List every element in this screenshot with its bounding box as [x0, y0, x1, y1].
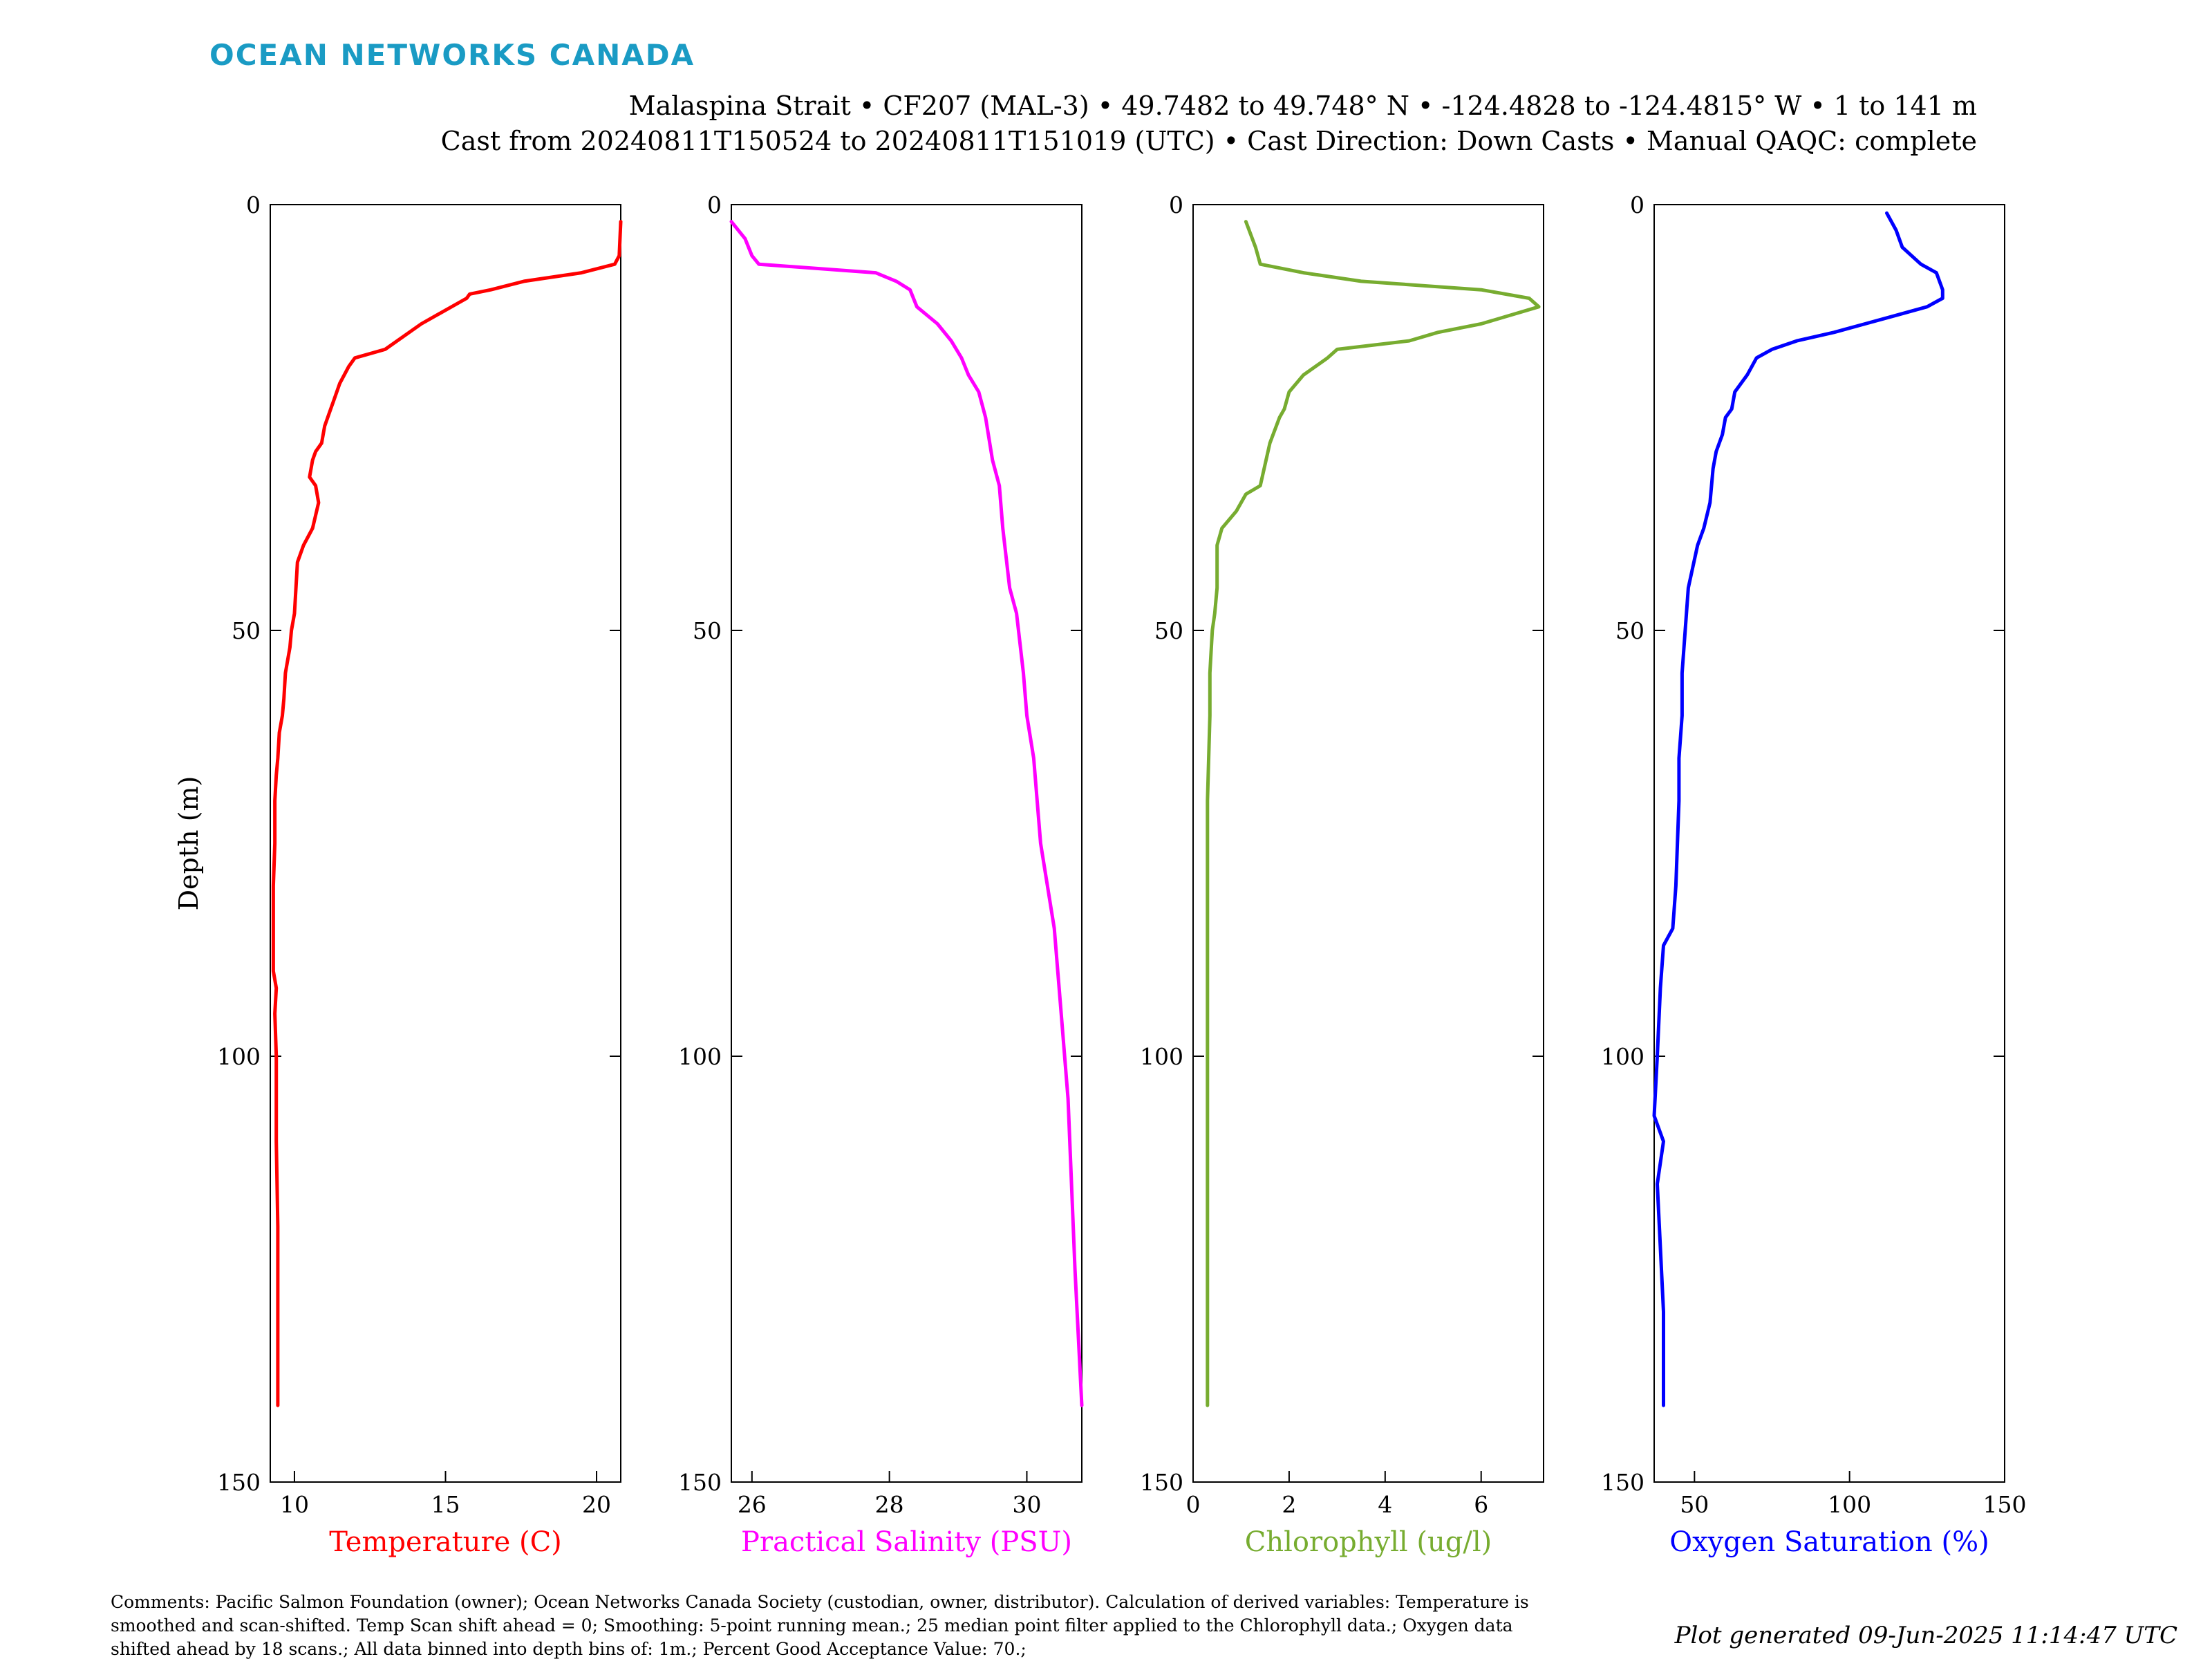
x-tick-label: 50: [1680, 1491, 1709, 1518]
x-tick-label: 4: [1378, 1491, 1392, 1518]
y-tick-label: 0: [707, 191, 722, 218]
x-tick-label: 30: [1012, 1491, 1041, 1518]
y-tick-label: 0: [246, 191, 261, 218]
y-tick-label: 150: [217, 1469, 261, 1496]
series-line-1: [1206, 220, 1541, 1407]
x-tick-label: 2: [1282, 1491, 1296, 1518]
footer-comments-line-3: shifted ahead by 18 scans.; All data bin…: [111, 1639, 1027, 1659]
y-axis-label: Depth (m): [174, 776, 204, 911]
x-tick-label: 10: [280, 1491, 309, 1518]
y-tick-label: 150: [1140, 1469, 1183, 1496]
axes-box: [270, 204, 621, 1483]
series-line-1: [729, 220, 1084, 1407]
y-tick-label: 100: [1140, 1043, 1183, 1070]
x-tick-label: 6: [1474, 1491, 1488, 1518]
y-tick-label: 50: [232, 617, 261, 644]
y-tick-label: 50: [1615, 617, 1644, 644]
y-tick-label: 150: [678, 1469, 722, 1496]
header-line-2: Cast from 20240811T150524 to 20240811T15…: [441, 126, 1977, 156]
y-tick-label: 0: [1169, 191, 1183, 218]
x-tick-label: 20: [582, 1491, 611, 1518]
y-tick-label: 100: [217, 1043, 261, 1070]
header-line-1: Malaspina Strait • CF207 (MAL-3) • 49.74…: [629, 91, 1977, 121]
x-tick-label: 150: [1983, 1491, 2027, 1518]
y-tick-label: 0: [1630, 191, 1644, 218]
footer-comments-line-2: smoothed and scan-shifted. Temp Scan shi…: [111, 1615, 1513, 1635]
y-tick-label: 100: [678, 1043, 722, 1070]
plot-generated-timestamp: Plot generated 09-Jun-2025 11:14:47 UTC: [1674, 1622, 2177, 1649]
x-axis-label: Chlorophyll (ug/l): [1245, 1526, 1492, 1558]
y-tick-label: 50: [1154, 617, 1183, 644]
axes-box: [1653, 204, 2005, 1483]
series-line-1: [271, 220, 623, 1407]
footer-comments-line-1: Comments: Pacific Salmon Foundation (own…: [111, 1592, 1529, 1612]
y-tick-label: 150: [1601, 1469, 1644, 1496]
y-tick-label: 100: [1601, 1043, 1644, 1070]
x-tick-label: 100: [1828, 1491, 1871, 1518]
x-axis-label: Oxygen Saturation (%): [1669, 1526, 1989, 1558]
x-tick-label: 26: [738, 1491, 767, 1518]
y-tick-label: 50: [693, 617, 722, 644]
ocean-networks-canada-logo: OCEAN NETWORKS CANADA: [209, 38, 695, 72]
axes-box: [1192, 204, 1544, 1483]
profile-panel-4: 0 50 100 150 50 100 150 Oxygen Saturation (%): [1601, 191, 2027, 1558]
profile-panel-1: 0 50 100 150 10 15 20 Temperature (C) Depth (m): [174, 191, 623, 1558]
profile-panel-2: 0 50 100 150 26 28 30 Practical Salinity (PSU): [678, 191, 1084, 1558]
x-axis-label: Practical Salinity (PSU): [741, 1526, 1072, 1558]
x-tick-label: 28: [875, 1491, 904, 1518]
series-line-1: [1652, 211, 1944, 1407]
x-tick-label: 15: [431, 1491, 460, 1518]
x-axis-label: Temperature (C): [329, 1526, 562, 1558]
x-tick-label: 0: [1186, 1491, 1201, 1518]
axes-box: [731, 204, 1082, 1483]
